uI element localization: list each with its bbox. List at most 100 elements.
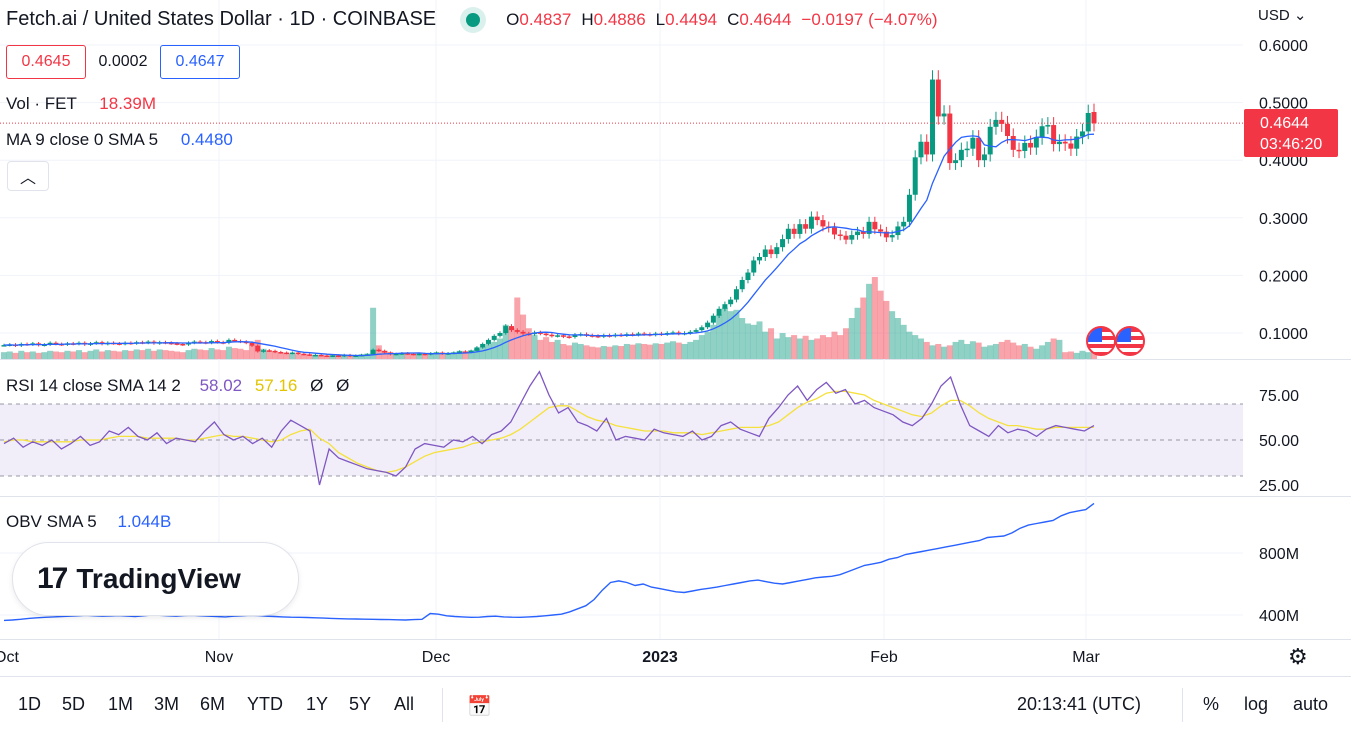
tradingview-logo-text: TradingView — [76, 563, 241, 594]
volume-bar — [669, 341, 676, 359]
candle-body — [301, 353, 307, 356]
range-button-5d[interactable]: 5D — [62, 694, 86, 714]
range-button-all[interactable]: All — [394, 694, 415, 714]
volume-bar — [814, 338, 821, 359]
ohlc-values: O0.4837 H0.4886 L0.4494 C0.4644 −0.0197 (−4.… — [506, 10, 947, 30]
clock-time[interactable]: 20:13:41 (UTC) — [1017, 694, 1142, 714]
ohlc-key: C — [727, 9, 740, 29]
percent-toggle[interactable]: % — [1203, 694, 1220, 714]
candle-body — [491, 335, 497, 340]
chart-canvas[interactable]: 0.6000 0.5000 0.4000 0.3000 0.2000 0.1000 Nov D… — [0, 0, 1351, 680]
volume-bar — [410, 354, 417, 359]
volume-bar — [785, 337, 792, 359]
candle-body — [180, 343, 186, 346]
volume-legend[interactable]: Vol · FET 18.39M — [6, 94, 156, 114]
tradingview-logo[interactable]: 17 TradingView — [12, 542, 299, 616]
obv-legend[interactable]: OBV SMA 5 1.044B — [6, 512, 171, 532]
candle-body — [284, 352, 290, 355]
volume-bar — [300, 354, 307, 359]
volume-bar — [1056, 339, 1063, 359]
volume-bar — [387, 352, 394, 359]
volume-bar — [70, 351, 77, 359]
volume-bar — [335, 355, 342, 359]
ma-value: 0.4480 — [180, 130, 233, 149]
range-button-5y[interactable]: 5Y — [349, 694, 372, 714]
volume-bar — [485, 343, 492, 359]
volume-bar — [185, 350, 192, 359]
range-button-1y[interactable]: 1Y — [306, 694, 329, 714]
ohlc-key: L — [655, 9, 666, 29]
candle-body — [774, 247, 780, 255]
candle-body — [174, 343, 180, 345]
candle-body — [295, 352, 301, 355]
candle-body — [958, 149, 964, 161]
candle-body — [560, 335, 566, 337]
candle-body — [1079, 131, 1085, 137]
volume-bar — [364, 353, 371, 359]
candle-body — [803, 224, 809, 229]
rsi-legend[interactable]: RSI 14 close SMA 14 2 58.02 57.16 Ø Ø — [6, 376, 349, 396]
volume-bar — [433, 352, 440, 359]
candle-body — [814, 216, 820, 221]
volume-bar — [906, 331, 913, 359]
collapse-legend-button[interactable]: ︿ — [7, 161, 49, 191]
candle-body — [382, 350, 388, 353]
range-button-1m[interactable]: 1M — [108, 694, 134, 714]
ohlc-key: O — [506, 9, 520, 29]
candle-body — [370, 349, 376, 355]
range-button-3m[interactable]: 3M — [154, 694, 180, 714]
range-button-6m[interactable]: 6M — [200, 694, 226, 714]
last-price: 0.4644 — [1260, 115, 1309, 132]
candle-body — [226, 339, 232, 343]
candle-body — [1004, 123, 1010, 137]
volume-bar — [548, 341, 555, 359]
volume-bar — [306, 354, 313, 359]
time-tick-label: Dec — [422, 649, 450, 666]
volume-bar — [698, 335, 705, 359]
candle-body — [860, 231, 866, 234]
volume-bar — [12, 352, 19, 359]
volume-bar — [47, 350, 54, 359]
volume-bar — [508, 328, 515, 359]
volume-bar — [992, 343, 999, 359]
candle-body — [1045, 125, 1051, 127]
bid-price[interactable]: 0.4645 — [6, 45, 86, 79]
us-flag-event-icon[interactable] — [1086, 326, 1116, 356]
volume-bar — [1079, 350, 1086, 359]
candle-body — [232, 339, 238, 342]
candle-body — [555, 335, 561, 337]
us-flag-event-icon[interactable] — [1115, 326, 1145, 356]
price-tick-label: 0.4000 — [1259, 153, 1308, 170]
market-status-dot[interactable] — [466, 12, 481, 27]
candle-body — [878, 229, 884, 232]
ma-legend[interactable]: MA 9 close 0 SMA 5 0.4480 — [6, 130, 233, 150]
volume-bar — [87, 350, 94, 359]
calendar-icon[interactable]: 📅 — [467, 696, 492, 718]
obv-label: OBV SMA 5 — [6, 512, 97, 531]
log-toggle[interactable]: log — [1244, 694, 1269, 714]
volume-bar — [220, 350, 227, 359]
time-tick-label: Oct — [0, 649, 19, 666]
candle-body — [312, 354, 318, 357]
volume-bar — [1021, 343, 1028, 359]
auto-toggle[interactable]: auto — [1293, 694, 1329, 714]
candle-body — [745, 272, 751, 281]
candle-body — [976, 137, 982, 161]
volume-bar — [646, 344, 653, 359]
range-button-ytd[interactable]: YTD — [247, 694, 283, 714]
ask-price[interactable]: 0.4647 — [160, 45, 240, 79]
rsi-label: RSI 14 close SMA 14 2 — [6, 376, 181, 395]
candle-body — [924, 141, 930, 155]
candle-body — [335, 355, 341, 357]
symbol-title[interactable]: Fetch.ai / United States Dollar · 1D · C… — [6, 8, 437, 30]
candle-body — [330, 355, 336, 357]
price-tick-label: 0.2000 — [1259, 268, 1308, 285]
range-button-1d[interactable]: 1D — [18, 694, 42, 714]
candle-body — [1085, 112, 1091, 132]
volume-bar — [1027, 346, 1034, 359]
currency-selector[interactable]: USD ⌄ — [1258, 6, 1306, 24]
candle-body — [1039, 126, 1045, 138]
candle-body — [214, 341, 220, 343]
candle-body — [947, 113, 953, 164]
gear-icon[interactable]: ⚙ — [1288, 644, 1308, 669]
